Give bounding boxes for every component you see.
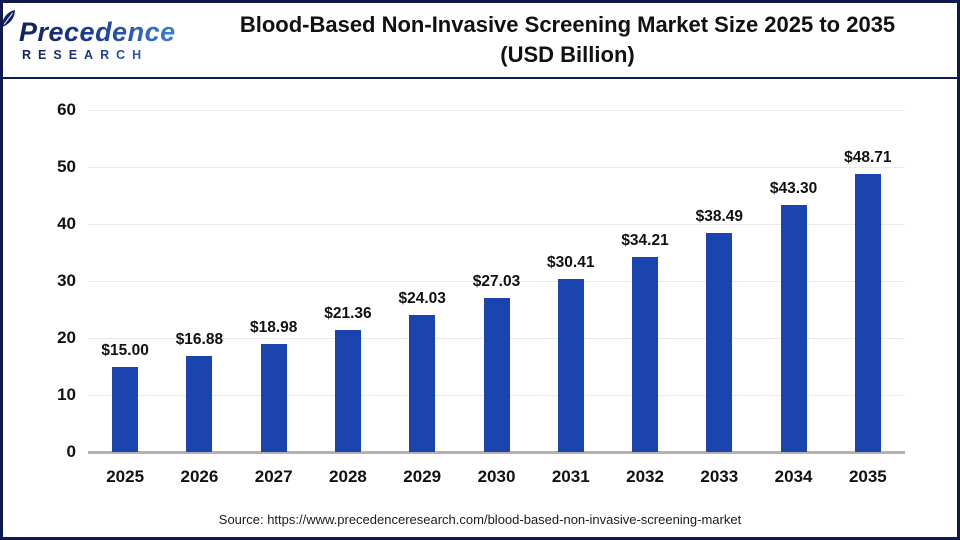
chart-title: Blood-Based Non-Invasive Screening Marke…	[188, 10, 957, 70]
y-tick-label: 20	[57, 328, 76, 347]
bar-2026	[186, 355, 213, 452]
y-tick-label: 50	[57, 157, 76, 176]
gridline	[88, 109, 905, 111]
x-tick-label: 2034	[774, 467, 813, 486]
y-tick-label: 30	[57, 271, 76, 290]
bar-value-label: $27.03	[472, 272, 521, 290]
bar-2032	[632, 257, 659, 452]
gridline	[88, 223, 905, 225]
brand-logo: Precedence RESEARCH	[3, 9, 188, 62]
x-tick-label: 2031	[551, 467, 590, 486]
y-tick-label: 60	[57, 100, 76, 119]
x-tick-label: 2030	[477, 467, 516, 486]
x-tick-label: 2027	[254, 467, 293, 486]
bar-value-label: $21.36	[324, 305, 372, 323]
x-tick-label: 2025	[106, 467, 145, 486]
bar-2025	[112, 366, 139, 452]
bar-2027	[260, 343, 287, 452]
brand-name: Precedence	[19, 16, 176, 47]
bar-value-label: $16.88	[175, 330, 224, 348]
bar-value-label: $48.71	[844, 149, 892, 167]
bar-2035	[854, 174, 881, 452]
y-tick-label: 0	[66, 442, 76, 461]
bar-2028	[334, 330, 361, 452]
bar-value-label: $15.00	[101, 341, 149, 359]
x-tick-label: 2029	[403, 467, 442, 486]
gridline	[88, 280, 905, 282]
y-tick-label: 40	[57, 214, 76, 233]
chart-title-line1: Blood-Based Non-Invasive Screening Marke…	[239, 12, 896, 37]
bar-chart: 0 10 20 30 40 50 60 $15.00 2025 $16.88 2026 $18.98 2…	[3, 81, 957, 537]
x-tick-label: 2032	[626, 467, 664, 486]
source-citation: Source: https://www.precedenceresearch.c…	[218, 512, 742, 527]
x-tick-label: 2033	[700, 467, 739, 486]
bar-2031	[557, 278, 584, 452]
brand-subtitle: RESEARCH	[19, 48, 188, 62]
y-tick-label: 10	[57, 385, 76, 404]
chart-title-line2: (USD Billion)	[500, 42, 635, 67]
x-tick-label: 2026	[180, 467, 219, 486]
header: Precedence RESEARCH Blood-Based Non-Inva…	[3, 3, 957, 79]
x-tick-label: 2035	[848, 467, 887, 486]
bar-value-label: $30.41	[547, 253, 595, 271]
bar-2034	[780, 205, 807, 452]
bar-2029	[409, 315, 436, 452]
bar-value-label: $18.98	[249, 318, 298, 336]
bar-2033	[706, 232, 733, 452]
bar-value-label: $24.03	[398, 290, 446, 308]
bar-value-label: $38.49	[695, 207, 744, 225]
leaf-icon	[3, 9, 15, 27]
x-axis-line	[88, 451, 905, 454]
bar-2030	[483, 297, 510, 452]
x-tick-label: 2028	[329, 467, 367, 486]
gridline	[88, 166, 905, 168]
bar-value-label: $43.30	[769, 180, 818, 198]
bar-value-label: $34.21	[621, 232, 669, 249]
